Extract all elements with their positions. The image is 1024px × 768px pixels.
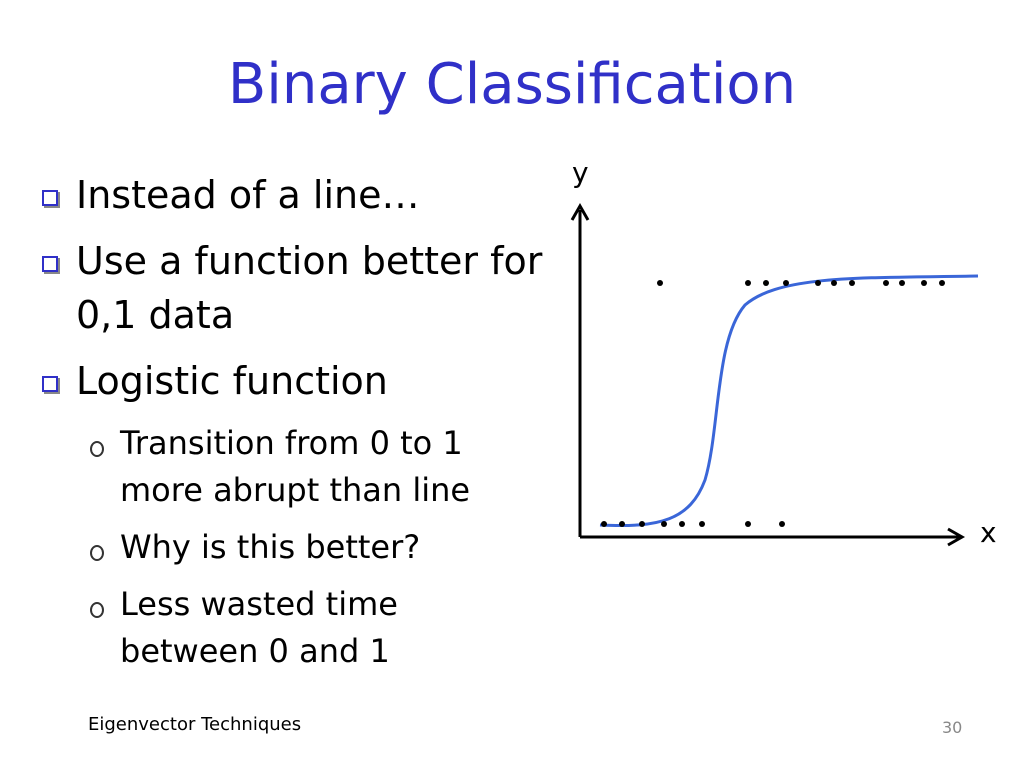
bullet: Use a function better for 0,1 data	[38, 234, 546, 342]
bullet: Instead of a line…	[38, 168, 546, 222]
footer-text: Eigenvector Techniques	[88, 714, 302, 735]
x-label: x	[980, 516, 997, 549]
bullet: Logistic function	[38, 354, 546, 408]
sub-bullet: Less wasted time between 0 and 1	[82, 581, 530, 675]
y-arrow	[570, 202, 590, 221]
data-dots	[601, 280, 945, 527]
page-number: 30	[942, 718, 963, 737]
y-label: y	[572, 156, 589, 189]
logistic-curve	[599, 274, 979, 528]
x-arrow	[947, 527, 966, 547]
slide-title: Binary Classification	[227, 52, 797, 117]
sub-bullet: Transition from 0 to 1 more abrupt than …	[82, 420, 530, 514]
sub-bullet: Why is this better?	[82, 524, 530, 571]
bullet-list: Instead of a line… Use a function better…	[38, 168, 558, 685]
